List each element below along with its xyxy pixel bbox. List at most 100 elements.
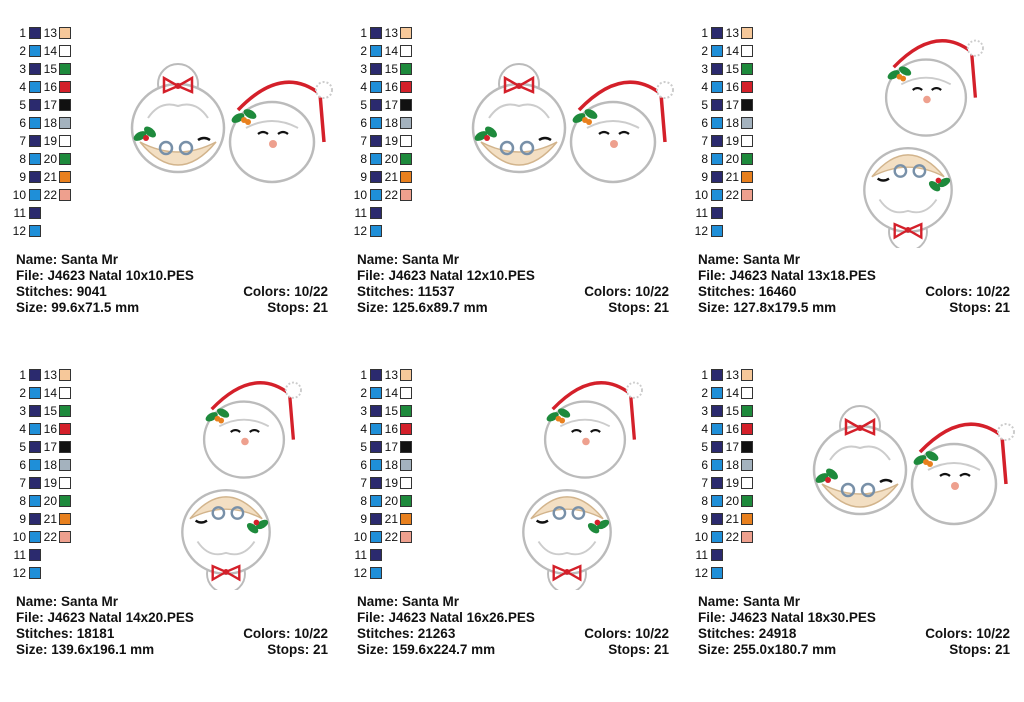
color-number: 9 (360, 512, 367, 526)
color-number: 22 (384, 188, 398, 202)
color-swatch (59, 153, 71, 165)
color-swatch (59, 117, 71, 129)
stops-value: 21 (653, 642, 669, 657)
colors-info: Colors: 10/22 (584, 284, 669, 300)
size-line: Size: 127.8x179.5 mm Stops: 21 (698, 300, 1010, 316)
stitches-line: Stitches: 9041 Colors: 10/22 (16, 284, 328, 300)
color-swatch (29, 567, 41, 579)
color-swatch (741, 459, 753, 471)
color-swatch (400, 477, 412, 489)
design-info: Name: Santa Mr File: J4623 Natal 12x10.P… (357, 252, 669, 316)
color-number: 19 (725, 476, 739, 490)
design-panel-1: 1 2 3 4 5 6 7 8 9 10 11 12 13 14 15 16 17 18 19 20 21 22 Name… (13, 26, 341, 346)
colors-value: 10/22 (635, 626, 669, 641)
name-label: Name: (698, 252, 740, 267)
mrs-claus-figure (863, 147, 953, 248)
stitches-label: Stitches: (357, 284, 415, 299)
color-number: 5 (360, 98, 367, 112)
stops-label: Stops: (949, 300, 992, 315)
stitches-label: Stitches: (357, 626, 415, 641)
color-number: 17 (384, 98, 398, 112)
color-swatch (400, 63, 412, 75)
colors-value: 10/22 (635, 284, 669, 299)
color-number: 2 (19, 44, 26, 58)
colors-label: Colors: (925, 626, 973, 641)
color-number: 5 (701, 440, 708, 454)
color-number: 15 (725, 62, 739, 76)
stitches-label: Stitches: (16, 284, 74, 299)
color-swatch (29, 405, 41, 417)
color-number: 12 (12, 566, 26, 580)
color-number: 21 (725, 170, 739, 184)
santa-design-preview (181, 381, 302, 590)
color-number: 10 (353, 530, 367, 544)
color-swatch (711, 81, 723, 93)
santa-design-preview (812, 405, 1015, 526)
color-number: 15 (43, 404, 57, 418)
file-label: File: (16, 610, 44, 625)
size-label: Size: (16, 300, 48, 315)
file-label: File: (698, 610, 726, 625)
colors-value: 10/22 (976, 284, 1010, 299)
color-swatch (711, 495, 723, 507)
color-number: 1 (360, 368, 367, 382)
colors-value: 10/22 (976, 626, 1010, 641)
color-swatch (741, 405, 753, 417)
color-swatch (370, 153, 382, 165)
color-number: 5 (19, 440, 26, 454)
color-number: 21 (384, 512, 398, 526)
color-swatch (741, 531, 753, 543)
color-swatch (370, 549, 382, 561)
color-swatch (711, 99, 723, 111)
color-swatch (29, 117, 41, 129)
color-number: 16 (43, 422, 57, 436)
color-swatch (370, 477, 382, 489)
color-swatch (29, 45, 41, 57)
color-swatch (59, 531, 71, 543)
color-swatch (29, 459, 41, 471)
colors-label: Colors: (584, 626, 632, 641)
colors-info: Colors: 10/22 (925, 626, 1010, 642)
color-swatch (370, 387, 382, 399)
color-number: 16 (725, 422, 739, 436)
color-number: 6 (701, 116, 708, 130)
color-swatch (29, 63, 41, 75)
size-label: Size: (357, 642, 389, 657)
color-number: 3 (19, 62, 26, 76)
color-swatch (29, 531, 41, 543)
color-swatch (741, 513, 753, 525)
color-swatch (741, 171, 753, 183)
name-label: Name: (16, 252, 58, 267)
color-number: 3 (360, 404, 367, 418)
color-swatch (370, 531, 382, 543)
colors-label: Colors: (584, 284, 632, 299)
name-label: Name: (357, 252, 399, 267)
color-swatch (29, 189, 41, 201)
size-value: 159.6x224.7 mm (392, 642, 496, 657)
color-number: 1 (19, 368, 26, 382)
color-swatch (29, 27, 41, 39)
file-value: J4623 Natal 10x10.PES (47, 268, 194, 283)
color-swatch (400, 423, 412, 435)
color-number: 11 (354, 548, 367, 562)
color-swatch (59, 171, 71, 183)
color-number: 13 (725, 368, 739, 382)
file-value: J4623 Natal 16x26.PES (388, 610, 535, 625)
color-number: 4 (360, 80, 367, 94)
color-swatch (711, 387, 723, 399)
color-number: 13 (384, 368, 398, 382)
color-number: 8 (701, 152, 708, 166)
name-value: Santa Mr (402, 252, 460, 267)
color-number: 18 (43, 116, 57, 130)
color-swatch (400, 387, 412, 399)
color-number: 3 (19, 404, 26, 418)
santa-claus-figure (569, 80, 674, 184)
stitches-line: Stitches: 18181 Colors: 10/22 (16, 626, 328, 642)
color-swatch (711, 45, 723, 57)
stops-value: 21 (994, 300, 1010, 315)
color-number: 12 (353, 224, 367, 238)
color-swatch (741, 477, 753, 489)
color-swatch (741, 81, 753, 93)
color-number: 14 (725, 386, 739, 400)
color-swatch (370, 189, 382, 201)
